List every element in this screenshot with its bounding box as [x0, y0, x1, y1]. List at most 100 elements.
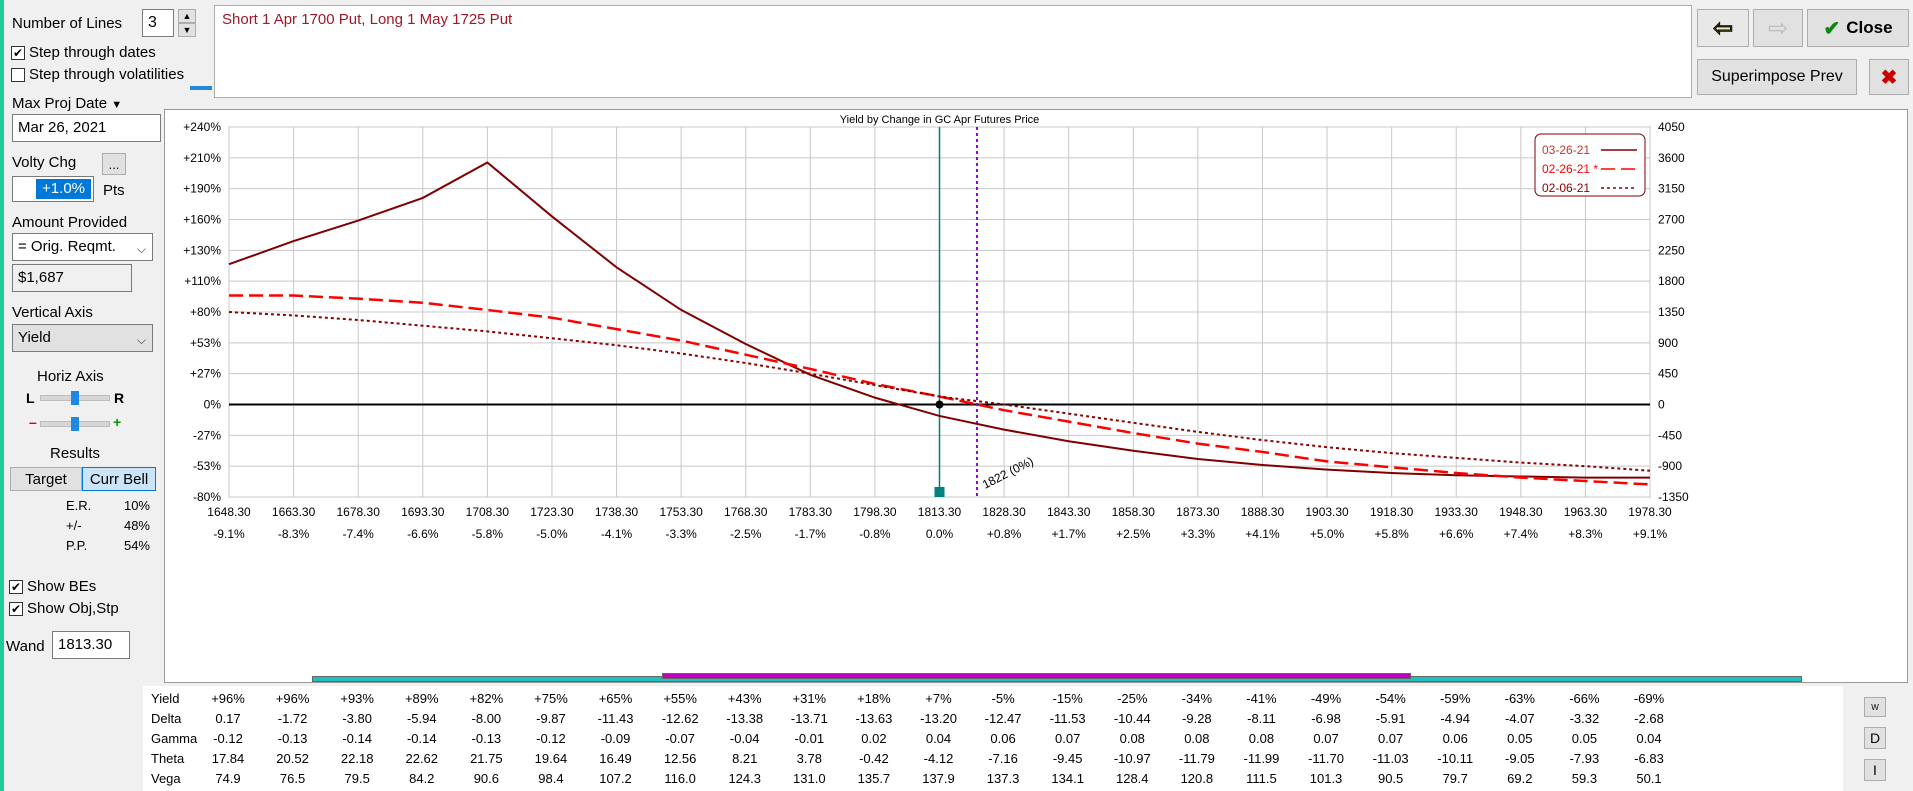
greek-cell: 0.07	[1313, 731, 1339, 746]
resize-handle[interactable]	[190, 86, 212, 90]
x-pct-label: -8.3%	[278, 527, 310, 541]
delete-icon[interactable]: ✖	[1869, 59, 1909, 95]
x-tick-label: 1873.30	[1176, 505, 1220, 519]
show-bes-checkbox[interactable]: ✔ Show BEs	[9, 578, 96, 595]
greek-cell: 0.08	[1184, 731, 1210, 746]
horiz-zoom-thumb[interactable]	[71, 417, 79, 431]
pp-value: 54%	[123, 538, 150, 553]
greek-cell: -0.13	[471, 731, 502, 746]
greek-cell: -34%	[1181, 691, 1213, 706]
greek-cell: -2.68	[1634, 711, 1664, 726]
y-left-tick-label: +110%	[184, 274, 221, 288]
greek-cell: 0.04	[1636, 731, 1662, 746]
greek-cell: +31%	[792, 691, 827, 706]
greek-cell: -25%	[1117, 691, 1148, 706]
yield-chart[interactable]: Yield by Change in GC Apr Futures Price 1…	[165, 110, 1909, 684]
y-left-tick-label: +130%	[183, 243, 221, 257]
x-pct-label: -9.1%	[213, 527, 245, 541]
volty-more-button[interactable]: ...	[102, 153, 126, 175]
y-right-tick-label: -450	[1658, 428, 1682, 442]
chart-title: Yield by Change in GC Apr Futures Price	[840, 114, 1040, 126]
forward-arrow-icon[interactable]: ⇨	[1753, 9, 1803, 47]
x-pct-label: -7.4%	[343, 527, 375, 541]
greek-cell: +7%	[925, 691, 952, 706]
side-i-button[interactable]: I	[1864, 759, 1886, 781]
greek-cell: -10.11	[1437, 751, 1474, 766]
greek-cell: -0.09	[600, 731, 631, 746]
greek-cell: 134.1	[1051, 771, 1084, 786]
greek-cell: -9.05	[1504, 751, 1535, 766]
show-objstp-label: Show Obj,Stp	[27, 600, 119, 617]
y-left-tick-label: +80%	[190, 305, 221, 319]
greek-cell: 137.3	[986, 771, 1020, 786]
greek-cell: -0.12	[536, 731, 566, 746]
greek-cell: 0.05	[1571, 731, 1598, 746]
results-box: E.R. 10% +/- 48% P.P. 54%	[62, 494, 154, 558]
x-tick-label: 1678.30	[336, 505, 380, 519]
curr-bell-button[interactable]: Curr Bell	[82, 467, 156, 491]
amount-value: $1,687	[12, 264, 132, 292]
x-pct-label: 0.0%	[926, 527, 954, 541]
position-description[interactable]: Short 1 Apr 1700 Put, Long 1 May 1725 Pu…	[214, 5, 1692, 98]
greek-cell: 69.2	[1507, 771, 1533, 786]
target-button[interactable]: Target	[10, 467, 82, 491]
greek-cell: 135.7	[857, 771, 891, 786]
volty-input[interactable]: +1.0%	[12, 176, 94, 202]
checkbox-checked-icon: ✔	[11, 45, 25, 60]
y-right-tick-label: 3150	[1658, 182, 1685, 196]
show-bes-label: Show BEs	[27, 578, 97, 595]
greek-cell: +55%	[663, 691, 697, 706]
amount-select[interactable]: = Orig. Reqmt. ⌵	[12, 233, 153, 261]
checkbox-unchecked-icon	[11, 67, 25, 82]
step-vols-checkbox[interactable]: Step through volatilities	[11, 66, 184, 83]
side-d-button[interactable]: D	[1864, 727, 1886, 749]
number-of-lines-input[interactable]: 3	[142, 9, 174, 37]
greek-cell: 79.7	[1442, 771, 1468, 786]
greeks-row-delta: Delta 0.17 -1.72 -3.80 -5.94 -8.00 -9.87 -11.43…	[143, 709, 1843, 729]
y-right-tick-label: 1350	[1658, 305, 1685, 319]
max-proj-date-label[interactable]: Max Proj Date ▼	[12, 95, 122, 112]
max-proj-date-input[interactable]: Mar 26, 2021	[12, 114, 161, 142]
wand-input[interactable]: 1813.30	[52, 631, 130, 659]
greek-cell: 59.3	[1571, 771, 1598, 786]
spin-up-button[interactable]: ▲	[178, 9, 196, 23]
greek-cell: -11.99	[1243, 751, 1280, 766]
greek-cell: -7.16	[988, 751, 1018, 766]
vertical-axis-value: Yield	[18, 329, 51, 346]
range-bar-purple	[662, 673, 1411, 679]
greek-cell: -11.79	[1178, 751, 1215, 766]
greek-cell: -54%	[1375, 691, 1406, 706]
greek-cell: 107.2	[599, 771, 632, 786]
greek-cell: 12.56	[663, 751, 697, 766]
x-tick-label: 1753.30	[659, 505, 703, 519]
greeks-table: Yield +96% +96% +93% +89% +82% +75% +65% +55% +43…	[143, 673, 1843, 791]
y-left-tick-label: +27%	[190, 367, 221, 381]
y-left-tick-label: +53%	[190, 336, 221, 350]
greek-cell: -1.72	[277, 711, 308, 726]
greek-cell: +93%	[340, 691, 374, 706]
step-dates-checkbox[interactable]: ✔ Step through dates	[11, 44, 156, 61]
y-right-tick-label: 2250	[1658, 243, 1685, 257]
checkbox-checked-icon: ✔	[9, 601, 23, 616]
close-button-label: Close	[1846, 18, 1893, 37]
greek-cell: -4.94	[1440, 711, 1471, 726]
x-tick-label: 1918.30	[1370, 505, 1414, 519]
x-pct-label: -3.3%	[665, 527, 697, 541]
x-pct-label: +3.3%	[1181, 527, 1216, 541]
vertical-axis-select[interactable]: Yield ⌵	[12, 324, 153, 352]
chart-frame: Yield by Change in GC Apr Futures Price 1…	[164, 109, 1908, 683]
greek-cell: -0.04	[729, 731, 760, 746]
close-button[interactable]: ✔ Close	[1807, 9, 1909, 47]
x-tick-label: 1783.30	[789, 505, 833, 519]
spin-down-button[interactable]: ▼	[178, 23, 196, 37]
chevron-down-icon: ⌵	[136, 333, 146, 347]
wand-label: Wand	[6, 638, 45, 655]
horiz-lr-thumb[interactable]	[71, 391, 79, 405]
back-arrow-icon[interactable]: ⇦	[1697, 9, 1749, 47]
volty-value: +1.0%	[36, 179, 91, 199]
greek-cell: +96%	[211, 691, 245, 706]
side-w-button[interactable]: W	[1864, 697, 1886, 717]
greek-cell: +89%	[404, 691, 439, 706]
show-objstp-checkbox[interactable]: ✔ Show Obj,Stp	[9, 600, 119, 617]
superimpose-prev-button[interactable]: Superimpose Prev	[1697, 59, 1857, 95]
